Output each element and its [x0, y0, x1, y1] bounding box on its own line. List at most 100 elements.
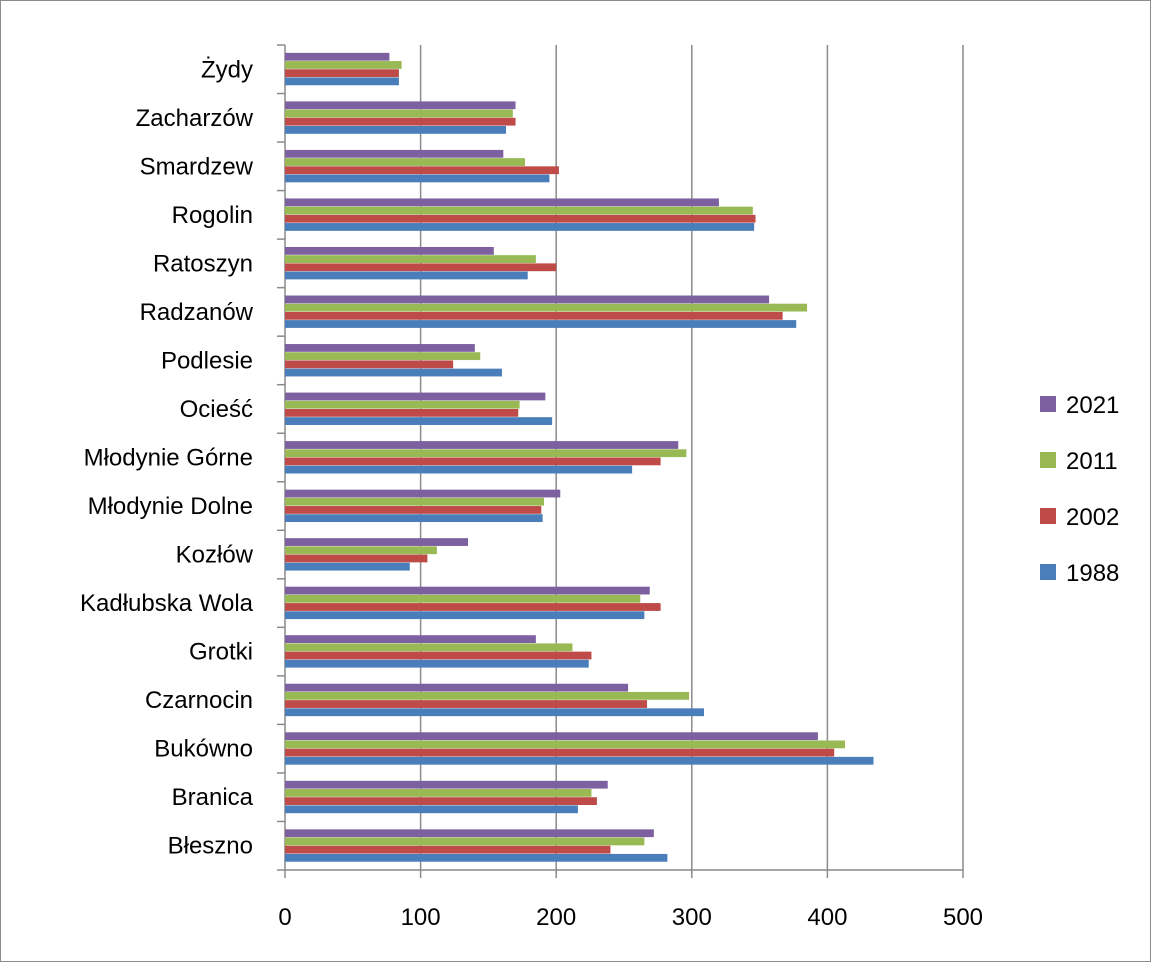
bar-2021 [285, 732, 818, 741]
bar-2011 [285, 740, 846, 749]
bar-2021 [285, 829, 654, 838]
category-label: Bukówno [154, 736, 253, 763]
category-label: Błeszno [168, 833, 253, 860]
bar-1988 [285, 77, 399, 86]
bar-2011 [285, 594, 641, 603]
category-label: Kozłów [176, 542, 254, 569]
bar-1988 [285, 853, 668, 862]
bar-2002 [285, 506, 542, 514]
bar-2021 [285, 344, 475, 352]
legend-swatch [1040, 452, 1056, 468]
x-tick-label: 500 [943, 904, 983, 931]
x-tick-label: 200 [536, 904, 576, 931]
bar-2021 [285, 295, 770, 304]
bar-1988 [285, 465, 633, 474]
category-label: Zacharzów [136, 105, 254, 132]
bar-2002 [285, 651, 592, 660]
bar-2011 [285, 109, 513, 118]
bar-2002 [285, 603, 661, 611]
bar-2011 [285, 449, 687, 458]
bar-2011 [285, 255, 536, 263]
category-label: Podlesie [161, 347, 253, 374]
legend-swatch [1040, 396, 1056, 412]
bar-2021 [285, 586, 650, 595]
bar-1988 [285, 805, 578, 814]
bar-1988 [285, 514, 543, 523]
bar-1988 [285, 708, 705, 717]
bar-2011 [285, 352, 481, 361]
legend-label: 2011 [1066, 448, 1118, 475]
bar-2002 [285, 748, 835, 757]
category-label: Żydy [201, 56, 253, 83]
bar-2002 [285, 360, 454, 369]
bar-2021 [285, 101, 516, 110]
category-label: Smardzew [140, 153, 254, 180]
bar-1988 [285, 223, 755, 231]
legend-swatch [1040, 564, 1056, 580]
bar-2021 [285, 780, 608, 789]
x-tick-label: 100 [401, 904, 441, 931]
bar-2002 [285, 408, 519, 417]
bar-2002 [285, 554, 428, 563]
bar-2002 [285, 166, 559, 175]
bar-2011 [285, 158, 526, 166]
bar-2011 [285, 400, 520, 409]
bar-2021 [285, 441, 679, 449]
bar-2002 [285, 797, 597, 806]
legend-label: 2002 [1066, 504, 1119, 531]
x-tick-label: 0 [278, 904, 291, 931]
bar-2002 [285, 69, 399, 78]
x-tick-label: 400 [807, 904, 847, 931]
bar-1988 [285, 562, 410, 571]
category-label: Ratoszyn [153, 250, 253, 277]
bar-2021 [285, 392, 546, 401]
bar-2002 [285, 117, 516, 126]
bar-1988 [285, 174, 550, 183]
bar-1988 [285, 611, 645, 620]
bar-2021 [285, 489, 561, 498]
category-label: Czarnocin [145, 687, 253, 714]
bar-2021 [285, 683, 629, 692]
bar-2011 [285, 206, 753, 215]
bar-2002 [285, 214, 756, 223]
bar-2011 [285, 691, 690, 700]
bar-2002 [285, 700, 648, 708]
category-label: Rogolin [172, 202, 253, 229]
category-label: Kadłubska Wola [80, 590, 254, 617]
legend-swatch [1040, 508, 1056, 524]
bar-2021 [285, 635, 536, 644]
bar-2021 [285, 52, 390, 61]
legend-label: 1988 [1066, 560, 1119, 587]
bar-2011 [285, 789, 592, 797]
category-label: Radzanów [140, 299, 254, 326]
bar-2021 [285, 538, 469, 546]
category-label: Branica [172, 784, 254, 811]
bar-1988 [285, 125, 507, 134]
bar-1988 [285, 271, 528, 280]
bar-2002 [285, 845, 611, 854]
bar-2011 [285, 643, 573, 652]
bar-2021 [285, 246, 494, 255]
bar-1988 [285, 756, 874, 765]
bar-1988 [285, 368, 502, 377]
bar-2011 [285, 303, 808, 312]
bar-2011 [285, 61, 402, 69]
category-label: Grotki [189, 639, 253, 666]
legend-label: 2021 [1066, 392, 1119, 419]
bar-2021 [285, 198, 719, 207]
category-label: Młodynie Dolne [88, 493, 253, 520]
x-tick-label: 300 [672, 904, 712, 931]
bar-2002 [285, 311, 783, 320]
bar-2021 [285, 149, 504, 158]
bar-2011 [285, 497, 544, 506]
bar-1988 [285, 320, 797, 328]
bar-1988 [285, 659, 589, 668]
category-label: Młodynie Górne [84, 445, 253, 472]
bar-2011 [285, 546, 437, 555]
bar-2011 [285, 837, 645, 846]
category-label: Ocieść [180, 396, 253, 423]
bar-2002 [285, 457, 661, 466]
bar-1988 [285, 417, 553, 425]
bar-2002 [285, 263, 557, 272]
